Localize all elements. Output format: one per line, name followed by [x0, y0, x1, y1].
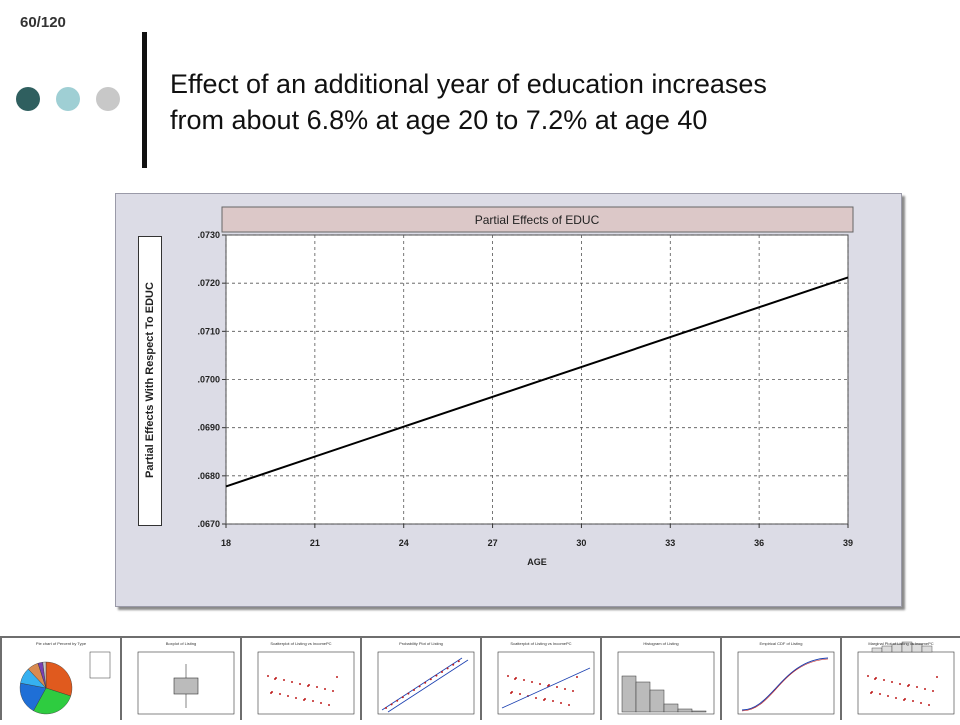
box-plot-thumbnail: Boxplot of Listing [122, 638, 240, 720]
thumbnail-title: Boxplot of Listing [165, 641, 197, 646]
scatter-plot-thumbnail-graphic [257, 651, 355, 715]
thumbnail-title: Scatterplot of Listing vs IncomePC [510, 641, 572, 646]
x-tick-label: 36 [754, 538, 764, 548]
slide-title-line-1: Effect of an additional year of educatio… [170, 69, 767, 99]
y-tick-label: .0730 [197, 230, 220, 240]
y-tick-label: .0700 [197, 375, 220, 385]
x-tick-label: 21 [310, 538, 320, 548]
decor-dot-dark [16, 87, 40, 111]
y-tick-label: .0690 [197, 423, 220, 433]
series-line-partial-effect [225, 276, 849, 488]
pie-chart-thumbnail-graphic [19, 651, 111, 715]
thumbnail-title: Pie chart of Percent by Type [35, 641, 87, 646]
decor-dot-gray [96, 87, 120, 111]
x-tick-label: 33 [665, 538, 675, 548]
probability-plot-thumbnail: Probability Plot of Listing [362, 638, 480, 720]
histogram-thumbnail: Histogram of Listing [602, 638, 720, 720]
empirical-cdf-thumbnail-graphic [737, 651, 835, 715]
thumbnail-title: Marginal Plot of Listing vs IncomePC [868, 641, 934, 646]
scatter-plot-thumbnail: Scatterplot of Listing vs IncomePC [242, 638, 360, 720]
title-divider-bar [142, 32, 147, 168]
marginal-plot-thumbnail: Marginal Plot of Listing vs IncomePC [842, 638, 960, 720]
x-tick-label: 30 [576, 538, 586, 548]
empirical-cdf-thumbnail: Empirical CDF of Listing [722, 638, 840, 720]
scatter-regression-thumbnail-graphic [497, 651, 595, 715]
slide-title: Effect of an additional year of educatio… [170, 66, 930, 138]
thumbnail-title: Histogram of Listing [643, 641, 679, 646]
thumbnail-title: Probability Plot of Listing [399, 641, 443, 646]
slide-title-line-2: from about 6.8% at age 20 to 7.2% at age… [170, 105, 708, 135]
chart-title-bar [221, 206, 854, 233]
decor-dot-teal [56, 87, 80, 111]
y-tick-label: .0720 [197, 278, 220, 288]
pie-chart-thumbnail: Pie chart of Percent by Type [2, 638, 120, 720]
histogram-thumbnail-graphic [617, 651, 715, 715]
y-tick-label: .0670 [197, 519, 220, 529]
slide-number: 60/120 [20, 14, 66, 31]
x-tick-label: 24 [399, 538, 409, 548]
x-tick-label: 39 [843, 538, 853, 548]
thumbnail-strip: Pie chart of Percent by Type Boxplot of L… [0, 636, 960, 720]
chart-title: Partial Effects of EDUC [475, 213, 600, 227]
y-axis-label-box [138, 236, 162, 526]
thumbnail-title: Empirical CDF of Listing [759, 641, 803, 646]
x-axis-label: AGE [527, 557, 547, 567]
box-plot-thumbnail-graphic [137, 651, 235, 715]
scatter-regression-thumbnail: Scatterplot of Listing vs IncomePC [482, 638, 600, 720]
x-tick-label: 18 [221, 538, 231, 548]
marginal-plot-thumbnail-graphic [857, 641, 955, 715]
y-tick-label: .0680 [197, 471, 220, 481]
thumbnail-title: Scatterplot of Listing vs IncomePC [270, 641, 332, 646]
y-tick-label: .0710 [197, 326, 220, 336]
probability-plot-thumbnail-graphic [377, 651, 475, 715]
x-tick-label: 27 [488, 538, 498, 548]
